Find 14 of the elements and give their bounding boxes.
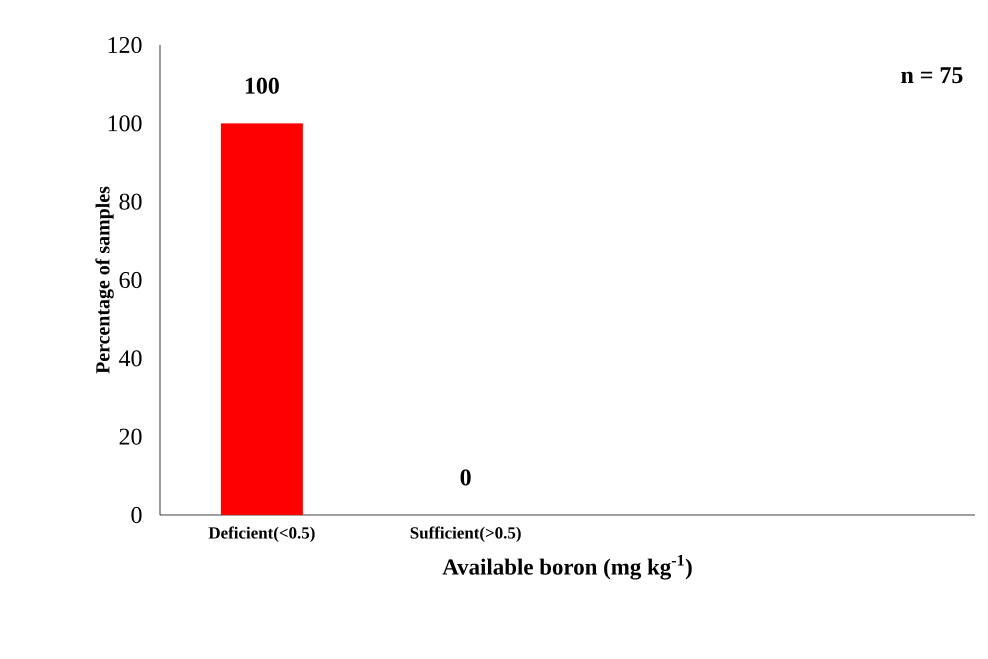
y-tick-label: 120 <box>108 36 142 54</box>
y-tick-label: 0 <box>131 506 142 524</box>
y-tick-label: 80 <box>119 194 142 210</box>
text: Available boron (mg kg$^{-1}$) <box>442 554 692 580</box>
data-label: 100 <box>246 78 279 94</box>
y-tick-label: 60 <box>120 272 142 288</box>
y-tick-label: 40 <box>119 350 142 366</box>
y-axis-title: Percentage of samples <box>95 186 114 374</box>
annotation: n = 75 <box>901 67 962 84</box>
x-tick-label: Sufficient(>0.5) <box>410 526 521 542</box>
data-label: 0 <box>460 469 471 486</box>
y-tick-label: 100 <box>108 115 142 132</box>
x-tick-label: Deficient(<0.5) <box>208 526 315 542</box>
y-tick-label: 20 <box>120 428 142 445</box>
